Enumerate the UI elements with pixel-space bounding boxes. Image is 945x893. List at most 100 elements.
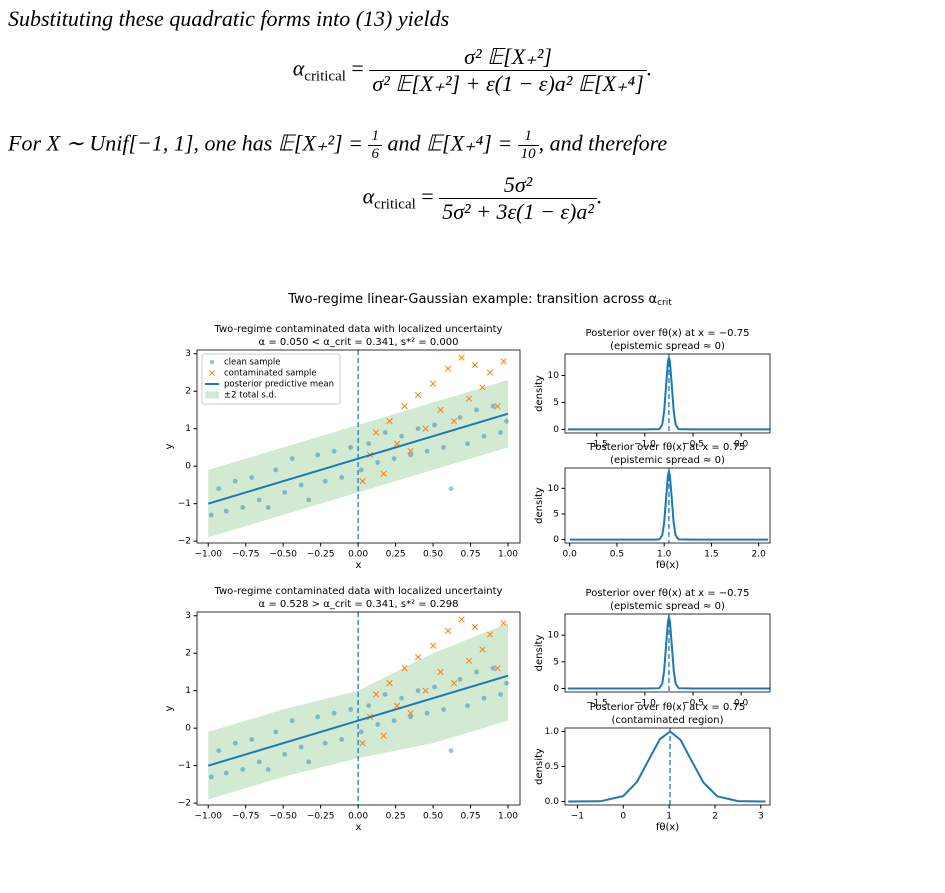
scatter-point: [273, 729, 279, 735]
plot-frame: [564, 613, 771, 693]
scatter-point: [479, 384, 486, 391]
scatter-point: [444, 365, 452, 372]
scatter-point: [249, 737, 255, 742]
scatter-point: [498, 692, 503, 697]
scatter-point: [465, 703, 470, 709]
scatter-point: [407, 448, 414, 455]
scatter-point: [358, 467, 364, 473]
x-tick-label: −1.5: [586, 699, 608, 709]
plot-area: [569, 468, 769, 541]
x-tick-label: 1: [666, 812, 672, 822]
scatter-point: [401, 403, 408, 410]
x-tick-label: 0.0: [563, 550, 578, 560]
x-axis-label: x: [356, 822, 362, 833]
scatter-point: [339, 475, 345, 480]
scatter-point: [249, 475, 255, 480]
scatter-point: [331, 710, 337, 716]
scatter-point: [414, 391, 422, 399]
text: and 𝔼[X₊⁴] =: [381, 130, 518, 156]
denominator: 5σ² + 3ε(1 − ε)a²: [442, 199, 594, 224]
plot-area: [567, 614, 770, 690]
scatter-point: [306, 759, 312, 765]
legend-symbol: [209, 370, 215, 376]
scatter-point: [479, 646, 486, 653]
axes-subtitle: α = 0.050 < α_crit = 0.341, s*² = 0.000: [259, 337, 459, 348]
x-tick-label: −0.75: [232, 550, 260, 560]
scatter-point: [348, 707, 354, 712]
axes-title: Two-regime contaminated data with locali…: [214, 586, 503, 597]
scatter-point: [282, 490, 288, 495]
x-tick-label: 1.00: [498, 550, 518, 560]
y-tick-label: 10: [548, 631, 560, 641]
plot-area: [568, 730, 766, 803]
x-tick-label: 0.00: [348, 550, 368, 560]
scatter-point: [481, 695, 487, 701]
x-axis-label: x: [356, 560, 362, 571]
scatter-point: [432, 422, 437, 428]
legend-symbol: [209, 359, 215, 365]
scatter-point: [429, 380, 437, 387]
x-axis-label: fθ(x): [656, 560, 679, 571]
scatter-point: [372, 691, 380, 698]
x-tick-label: −0.25: [307, 812, 335, 822]
plot-frame: [564, 727, 771, 806]
axes-subtitle: (epistemic spread ≈ 0): [610, 341, 725, 352]
scatter-point: [448, 748, 454, 754]
scatter-point: [348, 445, 354, 450]
equation: αcritical = 5σ² 5σ² + 3ε(1 − ε)a².: [0, 172, 945, 225]
scatter-point: [256, 759, 262, 765]
math: α: [362, 183, 375, 209]
scatter-point: [486, 369, 494, 376]
scatter-point: [256, 497, 262, 503]
x-tick-label: 1.5: [704, 550, 718, 560]
x-tick-label: 2: [712, 812, 718, 822]
scatter-point: [359, 478, 366, 485]
y-tick-label: 0: [185, 724, 191, 734]
scatter-point: [382, 692, 388, 697]
scatter-point: [498, 430, 503, 435]
legend-label: ±2 total s.d.: [224, 391, 277, 401]
scatter-point: [441, 707, 446, 712]
axes-subtitle: (contaminated region): [611, 715, 723, 726]
fraction: 1 10: [517, 128, 539, 163]
scatter-point: [289, 718, 295, 724]
scatter-point: [500, 620, 507, 627]
math: .: [596, 183, 603, 209]
scatter-point: [450, 418, 458, 425]
scatter-point: [494, 403, 501, 410]
scatter-point: [465, 657, 473, 664]
y-tick-label: 3: [185, 611, 191, 621]
scatter-point: [366, 441, 372, 447]
x-tick-label: 2.0: [751, 550, 766, 560]
scatter-point: [458, 354, 465, 361]
y-tick-label: 0: [185, 462, 191, 472]
scatter-point: [450, 680, 458, 687]
y-tick-label: 5: [553, 509, 559, 519]
y-axis-label: y: [164, 443, 175, 449]
x-tick-label: 0.5: [610, 550, 624, 560]
x-tick-label: −0.75: [232, 812, 260, 822]
denominator: 6: [371, 146, 379, 162]
scatter-point: [232, 478, 238, 484]
numerator: 1: [368, 128, 382, 146]
x-tick-label: −1.0: [634, 440, 656, 450]
scatter-point: [422, 425, 429, 432]
x-tick-label: 0.00: [348, 812, 368, 822]
scatter-point: [216, 486, 222, 492]
math: .: [646, 55, 653, 81]
scatter-point: [265, 766, 271, 772]
y-tick-label: 1.0: [545, 727, 560, 737]
y-axis-label: density: [534, 748, 545, 785]
scatter-point: [289, 456, 295, 462]
axes-title: Two-regime contaminated data with locali…: [214, 324, 503, 335]
y-tick-label: −2: [178, 799, 191, 809]
scatter-point: [208, 774, 214, 780]
scatter-point: [380, 470, 387, 477]
scatter-point: [322, 478, 328, 484]
paragraph: Substituting these quadratic forms into …: [8, 6, 450, 31]
axes-subtitle: (epistemic spread ≈ 0): [610, 601, 725, 612]
x-tick-label: 3: [758, 812, 764, 822]
y-tick-label: 1: [185, 686, 191, 696]
